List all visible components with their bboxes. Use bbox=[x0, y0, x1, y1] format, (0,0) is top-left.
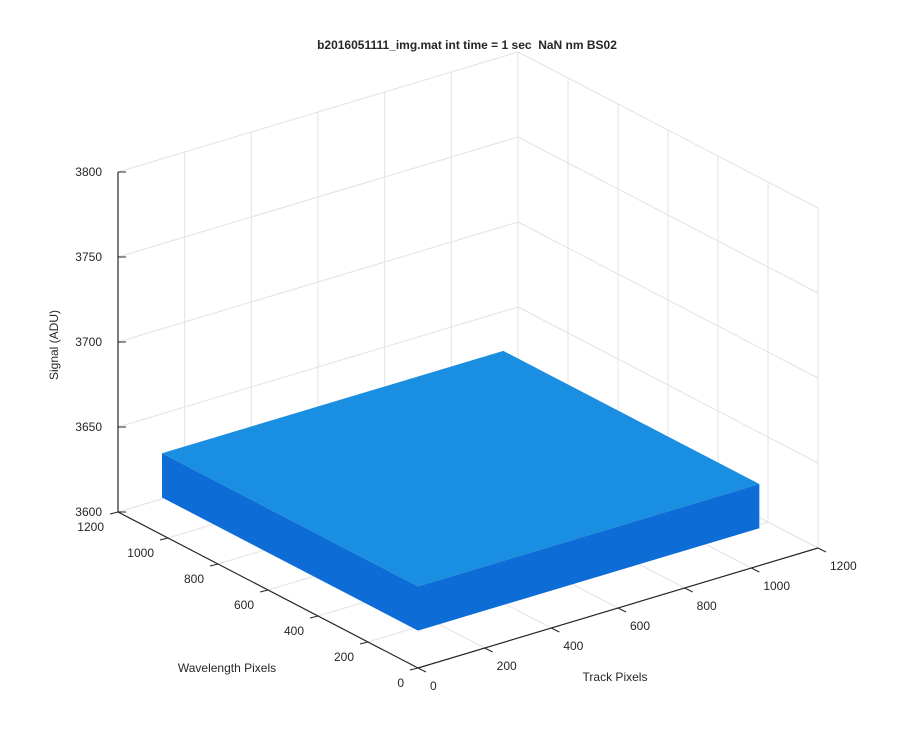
x-tick-label: 800 bbox=[697, 599, 717, 613]
surface-side bbox=[418, 484, 760, 631]
x-tick bbox=[417, 667, 427, 673]
y-tick-label: 1000 bbox=[127, 546, 154, 560]
y-tick-label: 0 bbox=[397, 676, 404, 690]
grid-line bbox=[117, 221, 519, 343]
x-tick bbox=[817, 547, 827, 553]
grid-line bbox=[517, 136, 819, 294]
x-tick bbox=[751, 567, 760, 573]
surface-side bbox=[162, 453, 418, 631]
x-tick bbox=[617, 607, 627, 613]
x-axis-label: Track Pixels bbox=[583, 670, 648, 684]
y-tick bbox=[359, 641, 369, 645]
y-tick-label: 200 bbox=[334, 650, 354, 664]
grid-line bbox=[517, 306, 819, 464]
y-tick-label: 400 bbox=[284, 624, 304, 638]
z-tick-label: 3600 bbox=[75, 505, 102, 519]
z-tick-label: 3800 bbox=[75, 165, 102, 179]
x-tick-label: 400 bbox=[563, 639, 583, 653]
x-tick bbox=[684, 587, 693, 593]
y-tick-label: 600 bbox=[234, 598, 254, 612]
y-tick bbox=[159, 537, 169, 541]
y-tick bbox=[409, 667, 419, 671]
z-tick-label: 3650 bbox=[75, 420, 102, 434]
y-tick bbox=[309, 615, 319, 619]
z-axis-label: Signal (ADU) bbox=[47, 310, 61, 380]
y-tick-label: 1200 bbox=[77, 520, 104, 534]
grid-line bbox=[117, 306, 519, 428]
y-tick bbox=[209, 563, 219, 567]
grid-line bbox=[117, 51, 519, 173]
x-tick-label: 600 bbox=[630, 619, 650, 633]
y-axis-label: Wavelength Pixels bbox=[178, 661, 276, 675]
grid-line bbox=[517, 51, 819, 209]
z-tick-label: 3750 bbox=[75, 250, 102, 264]
x-tick bbox=[484, 647, 493, 653]
y-tick-label: 800 bbox=[184, 572, 204, 586]
grid-line bbox=[117, 136, 519, 258]
y-tick bbox=[109, 511, 119, 515]
z-tick-label: 3700 bbox=[75, 335, 102, 349]
x-tick-label: 200 bbox=[497, 659, 517, 673]
y-tick bbox=[259, 589, 269, 593]
grid-line bbox=[517, 221, 819, 379]
x-tick-label: 1200 bbox=[830, 559, 857, 573]
chart-title: b2016051111_img.mat int time = 1 sec NaN… bbox=[317, 38, 617, 52]
x-tick bbox=[551, 627, 560, 633]
x-tick-label: 0 bbox=[430, 679, 437, 693]
surface-top bbox=[162, 350, 760, 587]
x-tick-label: 1000 bbox=[763, 579, 790, 593]
